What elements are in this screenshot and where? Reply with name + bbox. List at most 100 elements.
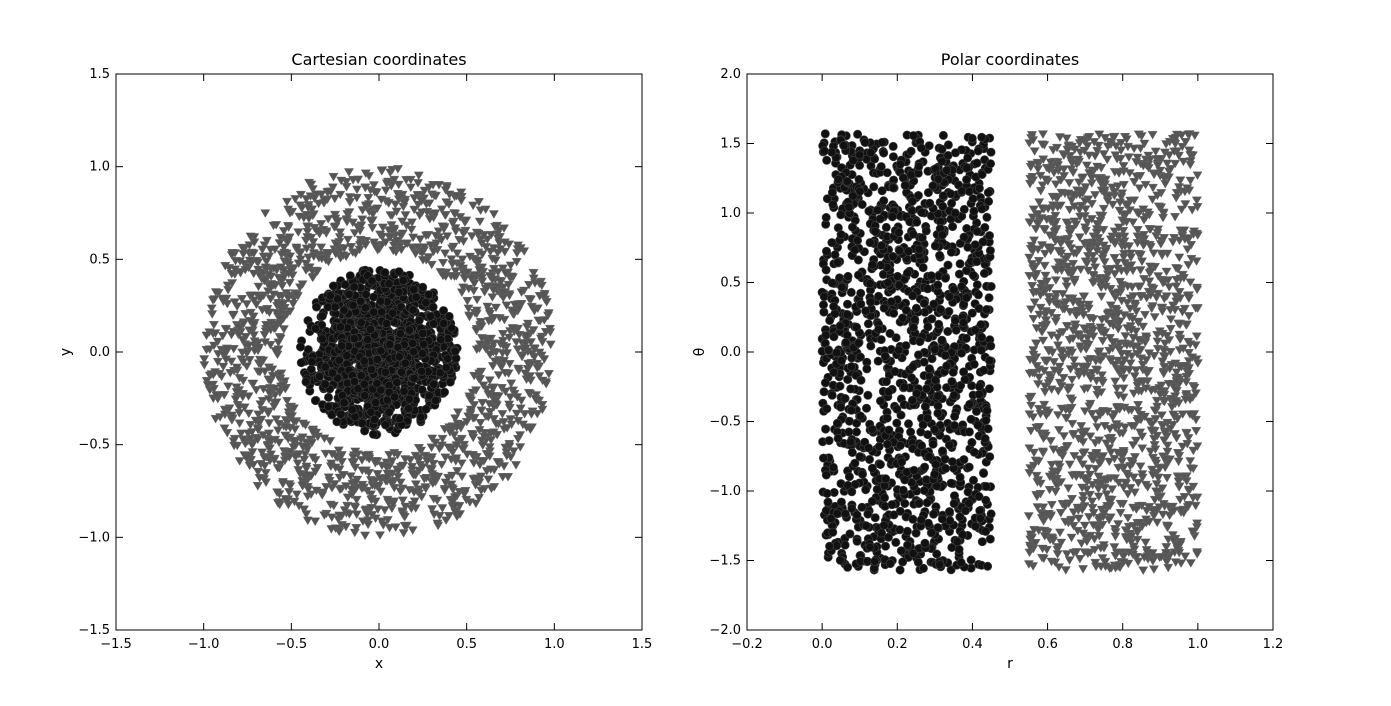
scatter-point	[284, 488, 295, 497]
scatter-point	[285, 252, 296, 262]
scatter-point	[352, 185, 362, 195]
scatter-point	[856, 375, 866, 385]
scatter-point	[894, 280, 904, 290]
scatter-point	[449, 209, 460, 218]
scatter-point	[842, 330, 852, 340]
scatter-point	[265, 341, 276, 350]
scatter-point	[903, 419, 913, 429]
scatter-point	[515, 404, 526, 414]
scatter-point	[301, 462, 312, 472]
x-tick-label: −1.5	[100, 637, 132, 652]
scatter-point	[361, 289, 371, 299]
scatter-point	[913, 350, 923, 360]
scatter-point	[248, 379, 259, 389]
scatter-point	[335, 228, 346, 237]
scatter-point	[854, 338, 864, 348]
scatter-point	[311, 302, 321, 312]
scatter-point	[335, 485, 346, 495]
scatter-point	[393, 180, 404, 190]
scatter-point	[320, 362, 330, 372]
scatter-point	[465, 394, 475, 404]
scatter-point	[821, 424, 831, 434]
scatter-point	[418, 282, 428, 292]
scatter-point	[336, 409, 346, 419]
scatter-point	[977, 537, 987, 547]
scatter-point	[516, 300, 527, 309]
scatter-point	[325, 437, 336, 446]
scatter-point	[204, 345, 215, 354]
scatter-point	[1133, 557, 1144, 567]
scatter-point	[253, 410, 264, 419]
scatter-point	[408, 347, 418, 357]
scatter-point	[357, 418, 367, 428]
scatter-point	[892, 418, 902, 428]
scatter-point	[342, 235, 353, 245]
scatter-point	[983, 561, 993, 571]
scatter-point	[852, 536, 862, 546]
scatter-point	[339, 244, 350, 253]
scatter-point	[545, 340, 556, 350]
scatter-point	[483, 475, 494, 484]
scatter-point	[278, 243, 289, 253]
scatter-point	[895, 159, 905, 169]
cartesian-chart-title: Cartesian coordinates	[291, 50, 466, 69]
scatter-point	[906, 427, 916, 437]
scatter-point	[419, 339, 429, 349]
scatter-point	[853, 255, 863, 265]
scatter-point	[929, 299, 939, 309]
scatter-point	[927, 314, 937, 324]
scatter-point	[983, 424, 993, 434]
scatter-point	[436, 335, 446, 345]
scatter-point	[397, 217, 408, 227]
scatter-point	[424, 290, 434, 300]
scatter-point	[907, 373, 917, 383]
scatter-point	[832, 258, 842, 268]
scatter-point	[872, 484, 882, 494]
scatter-point	[884, 425, 894, 435]
scatter-point	[936, 304, 946, 314]
scatter-point	[351, 510, 362, 519]
scatter-point	[516, 288, 527, 297]
scatter-point	[967, 133, 977, 143]
scatter-point	[406, 225, 417, 235]
scatter-point	[400, 358, 410, 368]
scatter-point	[857, 200, 867, 210]
scatter-point	[477, 399, 488, 408]
scatter-point	[904, 246, 914, 256]
scatter-point	[976, 345, 986, 355]
scatter-point	[245, 435, 256, 444]
scatter-point	[958, 318, 968, 328]
scatter-point	[972, 226, 982, 236]
scatter-point	[314, 371, 324, 381]
scatter-point	[967, 437, 977, 447]
scatter-point	[400, 502, 411, 512]
scatter-point	[329, 194, 340, 204]
scatter-point	[376, 346, 386, 356]
scatter-point	[384, 524, 395, 533]
scatter-point	[385, 211, 396, 220]
scatter-point	[404, 325, 414, 335]
scatter-point	[1092, 423, 1103, 432]
scatter-point	[501, 301, 512, 310]
scatter-point	[943, 326, 953, 336]
scatter-point	[1039, 261, 1050, 271]
scatter-point	[406, 218, 417, 227]
scatter-point	[819, 146, 829, 156]
scatter-point	[947, 377, 957, 387]
scatter-point	[307, 438, 317, 448]
scatter-point	[973, 146, 983, 156]
scatter-point	[875, 214, 885, 224]
scatter-point	[438, 259, 449, 268]
scatter-point	[937, 446, 947, 456]
scatter-point	[937, 230, 947, 240]
scatter-point	[908, 291, 918, 301]
scatter-point	[265, 295, 276, 304]
scatter-point	[526, 410, 537, 419]
scatter-point	[390, 200, 401, 209]
scatter-point	[952, 537, 962, 547]
scatter-point	[216, 372, 227, 382]
scatter-point	[310, 467, 321, 477]
scatter-point	[1192, 285, 1203, 295]
scatter-point	[257, 406, 268, 415]
scatter-point	[461, 216, 472, 226]
